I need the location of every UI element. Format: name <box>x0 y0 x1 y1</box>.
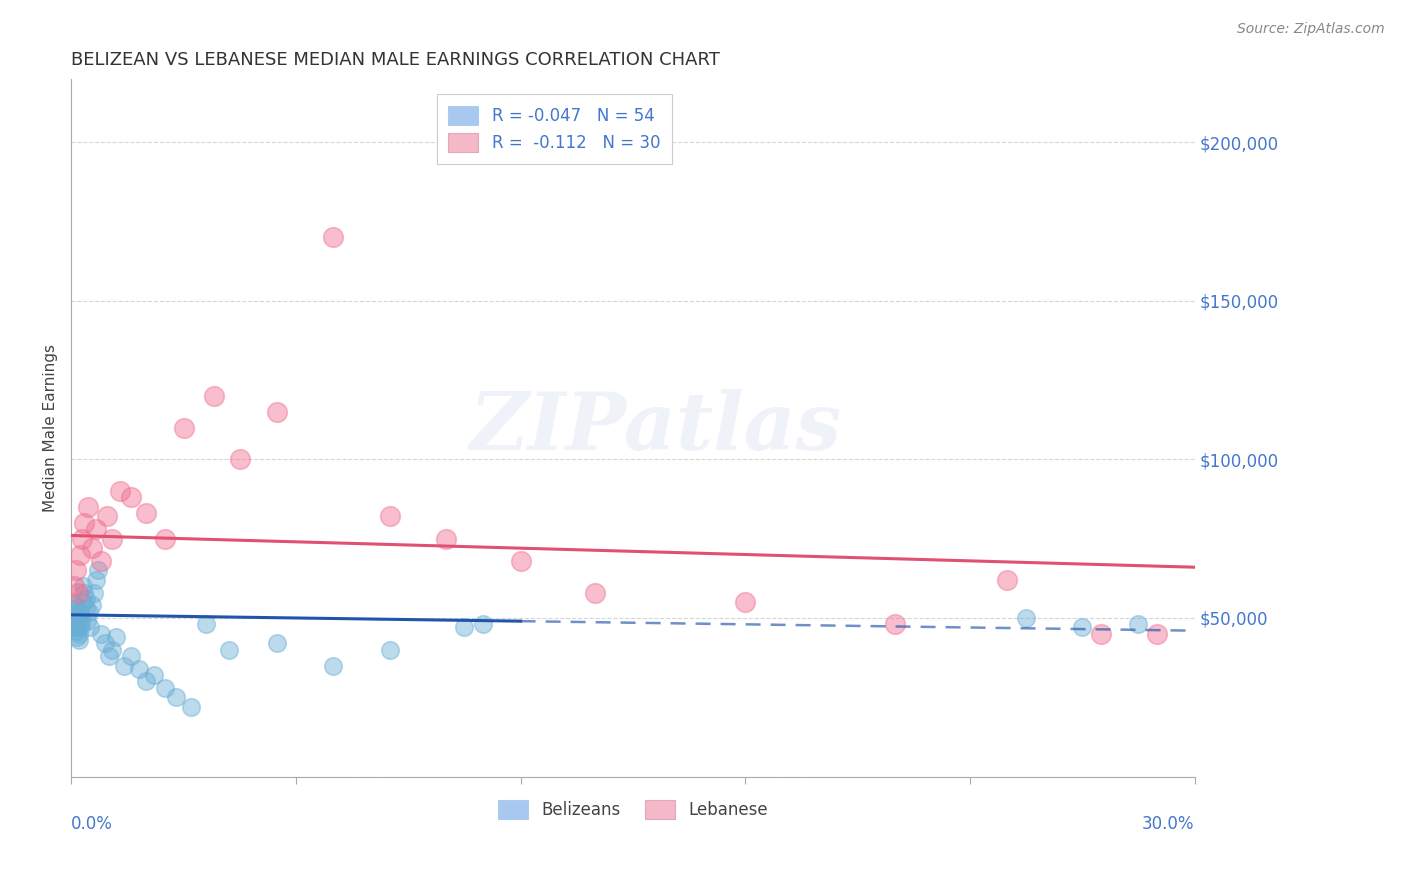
Point <box>67 627 90 641</box>
Point <box>63 611 86 625</box>
Point <box>995 573 1018 587</box>
Point <box>76 614 98 628</box>
Point <box>120 491 142 505</box>
Point <box>73 585 96 599</box>
Point <box>884 617 907 632</box>
Point <box>97 648 120 663</box>
Point <box>70 532 93 546</box>
Point <box>1071 620 1094 634</box>
Point <box>142 668 165 682</box>
Text: ZIPatlas: ZIPatlas <box>470 389 841 467</box>
Point <box>63 620 86 634</box>
Point <box>83 585 105 599</box>
Y-axis label: Median Male Earnings: Median Male Earnings <box>44 343 58 512</box>
Point <box>108 484 131 499</box>
Point <box>69 548 91 562</box>
Point <box>96 509 118 524</box>
Point <box>75 591 97 606</box>
Point <box>80 599 103 613</box>
Point <box>73 516 96 530</box>
Point <box>322 230 344 244</box>
Point <box>84 573 107 587</box>
Point <box>195 617 218 632</box>
Point <box>72 595 94 609</box>
Point <box>322 658 344 673</box>
Point <box>135 674 157 689</box>
Point <box>70 617 93 632</box>
Point <box>63 579 86 593</box>
Point <box>65 563 87 577</box>
Point <box>734 595 756 609</box>
Point <box>378 509 401 524</box>
Point <box>101 532 124 546</box>
Point <box>165 690 187 705</box>
Point <box>90 627 112 641</box>
Point <box>153 532 176 546</box>
Point <box>105 630 128 644</box>
Point <box>66 624 89 638</box>
Point <box>84 522 107 536</box>
Point <box>65 601 87 615</box>
Point <box>266 405 288 419</box>
Point <box>173 420 195 434</box>
Point <box>65 614 87 628</box>
Point <box>79 620 101 634</box>
Point <box>69 620 91 634</box>
Point <box>135 506 157 520</box>
Point <box>128 662 150 676</box>
Point <box>434 532 457 546</box>
Point <box>112 658 135 673</box>
Point <box>153 681 176 695</box>
Point <box>65 607 87 622</box>
Point <box>120 648 142 663</box>
Point <box>69 605 91 619</box>
Point <box>585 585 607 599</box>
Point <box>218 642 240 657</box>
Point <box>1146 627 1168 641</box>
Point <box>80 541 103 556</box>
Point <box>62 595 84 609</box>
Point <box>63 617 86 632</box>
Point <box>72 579 94 593</box>
Point <box>75 601 97 615</box>
Point <box>77 605 100 619</box>
Text: Source: ZipAtlas.com: Source: ZipAtlas.com <box>1237 22 1385 37</box>
Point <box>453 620 475 634</box>
Point <box>66 617 89 632</box>
Point <box>67 633 90 648</box>
Point <box>202 389 225 403</box>
Point <box>472 617 495 632</box>
Point <box>67 611 90 625</box>
Point <box>509 554 531 568</box>
Point <box>66 630 89 644</box>
Point <box>67 585 90 599</box>
Legend: Belizeans, Lebanese: Belizeans, Lebanese <box>486 789 780 831</box>
Point <box>1090 627 1112 641</box>
Point <box>77 500 100 514</box>
Point <box>69 611 91 625</box>
Point <box>94 636 117 650</box>
Text: 0.0%: 0.0% <box>72 815 114 833</box>
Point <box>229 452 252 467</box>
Point <box>378 642 401 657</box>
Text: 30.0%: 30.0% <box>1142 815 1195 833</box>
Point <box>180 699 202 714</box>
Point <box>266 636 288 650</box>
Point <box>90 554 112 568</box>
Point <box>1128 617 1150 632</box>
Point <box>86 563 108 577</box>
Point <box>101 642 124 657</box>
Point <box>1015 611 1038 625</box>
Point <box>63 605 86 619</box>
Text: BELIZEAN VS LEBANESE MEDIAN MALE EARNINGS CORRELATION CHART: BELIZEAN VS LEBANESE MEDIAN MALE EARNING… <box>72 51 720 69</box>
Point <box>65 599 87 613</box>
